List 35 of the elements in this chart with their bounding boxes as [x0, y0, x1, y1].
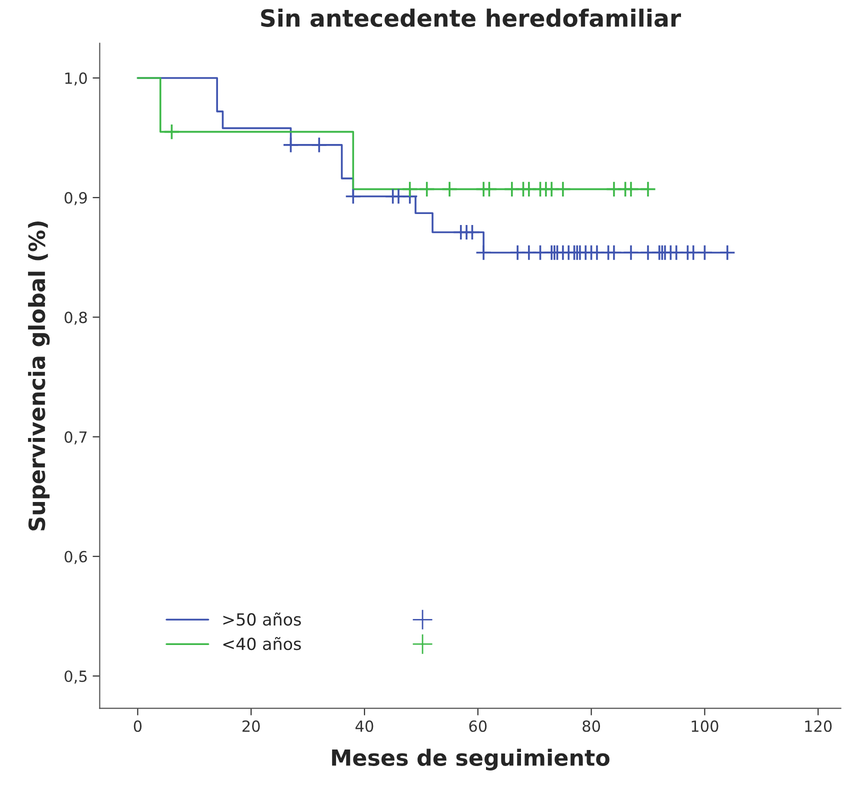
point [606, 244, 622, 261]
x-tick-label: 60 [469, 720, 487, 732]
y-tick-label: 1,0 [65, 72, 87, 86]
x-tick-label: 80 [582, 720, 600, 732]
point [344, 188, 362, 205]
point [418, 181, 436, 198]
point [696, 244, 713, 261]
point [622, 181, 640, 198]
point [164, 124, 180, 140]
point [554, 181, 572, 198]
y-tick-label: 0,6 [64, 550, 87, 564]
y-tick-label: 0,5 [64, 670, 87, 684]
point [402, 181, 418, 198]
chart-title: Sin antecedente heredofamiliar [261, 8, 682, 27]
x-axis-title: Meses de seguimiento [332, 748, 610, 770]
point [640, 181, 656, 198]
x-tick-label: 40 [356, 720, 374, 732]
y-tick-label: 0,8 [64, 312, 87, 325]
x-tick-label: 120 [805, 720, 832, 732]
point [481, 181, 498, 198]
point [464, 224, 480, 240]
point [622, 244, 640, 261]
point [441, 181, 458, 198]
point [475, 244, 492, 261]
legend-label: <40 años [223, 636, 301, 650]
x-tick-label: 0 [134, 720, 142, 732]
legend-label: >50 años [223, 612, 301, 626]
y-tick-label: 0,9 [64, 192, 87, 206]
y-axis-title: Supervivencia global (%) [28, 222, 50, 530]
x-tick-label: 100 [692, 720, 718, 732]
y-tick-label: 0,7 [64, 431, 87, 444]
x-tick-label: 20 [242, 720, 260, 732]
point [719, 244, 736, 261]
point [310, 136, 328, 154]
point [282, 136, 299, 154]
